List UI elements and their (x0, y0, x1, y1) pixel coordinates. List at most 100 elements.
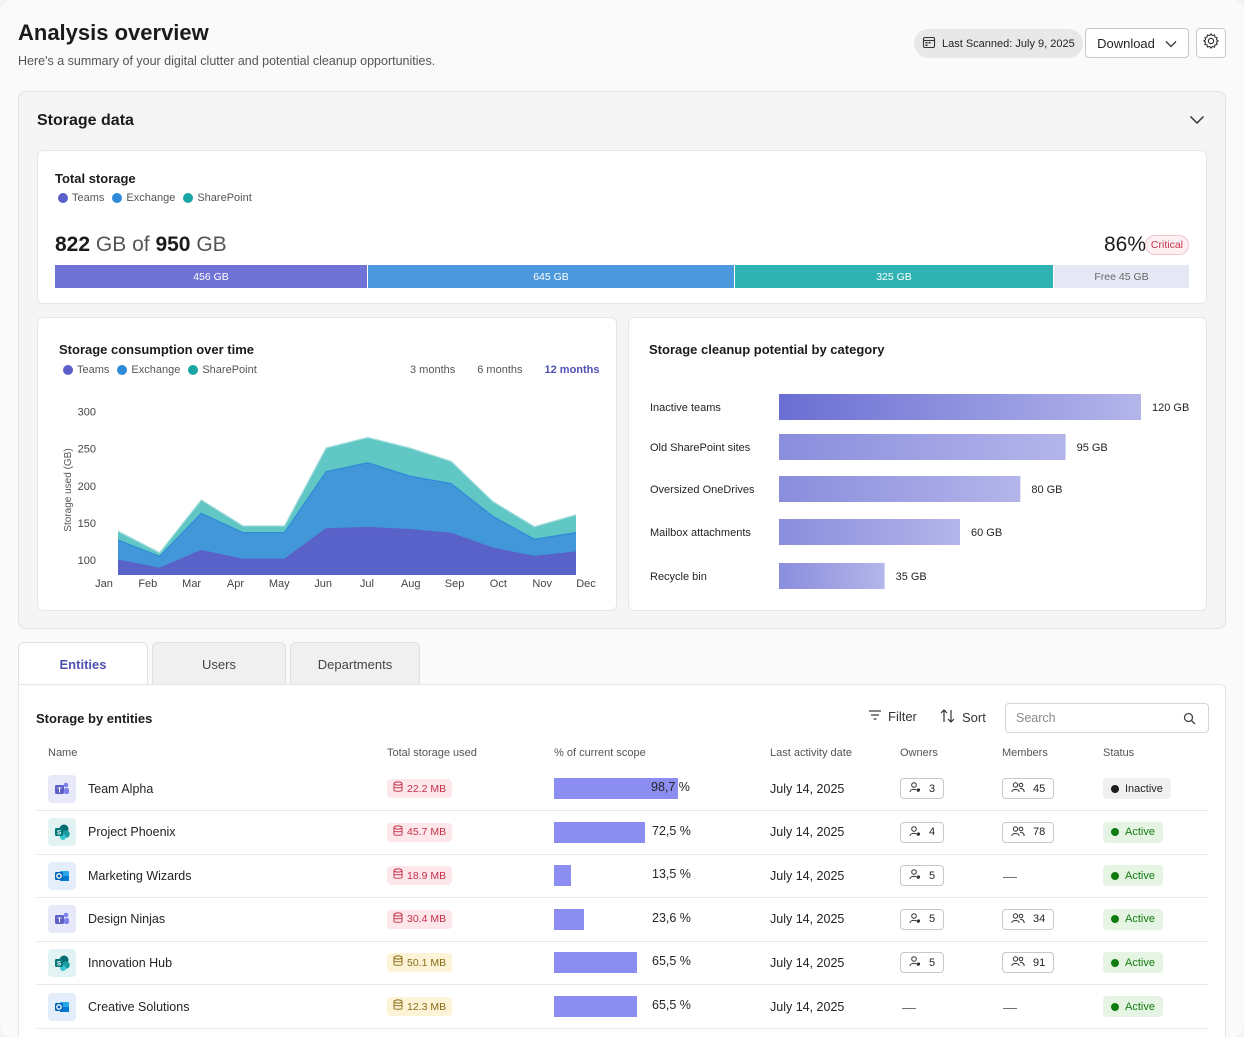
owners-count-badge[interactable]: 5 (900, 865, 945, 887)
search-icon[interactable] (1183, 712, 1196, 728)
settings-button[interactable] (1196, 28, 1226, 58)
owners-count: 4 (929, 826, 936, 839)
entity-name[interactable]: Marketing Wizards (88, 868, 192, 883)
owners-cell: 5 (900, 941, 945, 984)
database-icon (393, 781, 403, 796)
download-button[interactable]: Download (1085, 28, 1189, 58)
owner-icon (909, 912, 921, 927)
x-tick-label: Jan (95, 578, 113, 590)
scope-percent: 65,5 % (652, 954, 691, 969)
members-cell: 91 (1002, 941, 1055, 984)
last-activity-date: July 14, 2025 (770, 955, 845, 970)
table-row[interactable]: Marketing Wizards 18.9 MB 13,5 % July 14, 2… (37, 854, 1209, 899)
column-header-scope[interactable]: % of current scope (554, 747, 646, 759)
owners-count-badge[interactable]: 3 (900, 778, 945, 799)
sort-button[interactable]: Sort (940, 709, 986, 726)
total-storage-cell: 18.9 MB (387, 854, 453, 897)
consumption-area-chart: 100 150 200 250 300 Storage used (GB) Jan Feb Ma… (63, 406, 596, 590)
status-cell: Active (1103, 985, 1163, 1028)
y-tick-label: 300 (78, 406, 96, 418)
search-input[interactable] (1016, 711, 1176, 725)
area-series-teams (118, 527, 576, 575)
members-count-badge[interactable]: 78 (1002, 821, 1055, 843)
collapse-chevron-icon[interactable] (1189, 112, 1205, 130)
table-row[interactable]: S Innovation Hub 50.1 MB 65,5 % July 14, 202… (37, 941, 1209, 986)
range-3-months[interactable]: 3 months (410, 364, 456, 376)
owners-count: 5 (929, 913, 936, 926)
x-tick-label: Dec (576, 578, 596, 590)
members-count-badge[interactable]: 45 (1002, 778, 1055, 799)
storage-by-entities-panel: Storage by entities Filter Sort Name Tot… (18, 684, 1226, 1037)
gear-icon (1202, 32, 1220, 55)
sharepoint-app-icon: S (48, 818, 76, 847)
status-label: Active (1125, 956, 1155, 969)
column-header-total-storage[interactable]: Total storage used (387, 747, 477, 759)
scope-percent: 72,5 % (652, 823, 691, 838)
storage-size: 50.1 MB (407, 956, 447, 969)
used-value: 822 (55, 233, 91, 256)
last-scanned-badge: Last Scanned: July 9, 2025 (914, 29, 1083, 58)
x-tick-label: Mar (182, 578, 201, 590)
last-activity-date: July 14, 2025 (770, 781, 845, 796)
range-6-months[interactable]: 6 months (477, 364, 523, 376)
entity-name[interactable]: Project Phoenix (88, 825, 176, 840)
database-icon (393, 955, 403, 970)
legend-dot (63, 365, 73, 375)
category-label: Old SharePoint sites (650, 442, 751, 454)
tab-departments[interactable]: Departments (290, 642, 420, 685)
column-header-owners[interactable]: Owners (900, 747, 938, 759)
column-header-name[interactable]: Name (48, 747, 78, 759)
entity-name[interactable]: Team Alpha (88, 781, 154, 796)
database-icon (393, 824, 403, 840)
table-row[interactable]: T Design Ninjas 30.4 MB 23,6 % July 14, 2025… (37, 898, 1209, 942)
scope-progress-bar (554, 778, 678, 799)
x-tick-label: Oct (490, 578, 507, 590)
cleanup-bar (779, 519, 960, 545)
entity-name[interactable]: Innovation Hub (88, 955, 173, 970)
category-label: Recycle bin (650, 571, 707, 583)
last-scanned-text: Last Scanned: July 9, 2025 (942, 37, 1075, 50)
entity-name[interactable]: Design Ninjas (88, 912, 166, 927)
members-count-badge[interactable]: 91 (1002, 952, 1055, 974)
range-12-months[interactable]: 12 months (544, 364, 600, 376)
owners-count-badge[interactable]: 5 (900, 952, 945, 974)
x-tick-label: May (269, 578, 290, 590)
owners-count-badge[interactable]: 4 (900, 821, 945, 843)
status-label: Inactive (1125, 782, 1163, 795)
column-header-last-activity[interactable]: Last activity date (770, 747, 852, 759)
column-header-status[interactable]: Status (1103, 747, 1135, 759)
scope-percent: 65,5 % (652, 998, 691, 1012)
scope-percent: 13,5 % (652, 867, 691, 882)
owners-count-badge[interactable]: 5 (900, 908, 945, 930)
page-subtitle: Here's a summary of your digital clutter… (18, 54, 436, 68)
scope-percent: 23,6 % (652, 910, 691, 925)
exchange-storage-segment: 645 GB (368, 265, 734, 288)
y-tick-label: 200 (78, 481, 96, 493)
storage-size: 30.4 MB (407, 913, 447, 926)
scope-progress-bar (554, 821, 645, 843)
storage-size: 45.7 MB (407, 826, 447, 839)
entity-name[interactable]: Creative Solutions (88, 999, 190, 1014)
table-row[interactable]: Creative Solutions 12.3 MB 65,5 % July 14, … (37, 985, 1209, 1029)
tab-entities[interactable]: Entities (18, 642, 148, 685)
svg-text:S: S (57, 830, 62, 837)
status-dot (1111, 958, 1119, 967)
storage-size-badge: 45.7 MB (387, 822, 453, 842)
members-count: 91 (1033, 956, 1046, 969)
filter-button[interactable]: Filter (868, 709, 917, 724)
sort-icon (940, 709, 956, 726)
column-header-members[interactable]: Members (1002, 747, 1048, 759)
owner-icon (909, 868, 921, 883)
teams-app-icon: T (48, 905, 76, 934)
calendar-icon (922, 35, 936, 52)
outlook-app-icon (48, 861, 76, 890)
scope-cell: 98,7 % (554, 767, 724, 810)
table-row[interactable]: T Team Alpha 22.2 MB 98,7 % July 14, 2025 3 45… (37, 767, 1209, 811)
status-badge: Active (1103, 952, 1163, 974)
status-label: Active (1125, 913, 1155, 926)
table-row[interactable]: S Project Phoenix 45.7 MB 72,5 % July 14, 20… (37, 811, 1209, 855)
members-count-badge[interactable]: 34 (1002, 908, 1055, 930)
status-badge: Active (1103, 908, 1163, 930)
tab-users[interactable]: Users (152, 642, 286, 685)
cleanup-bar (779, 394, 1141, 420)
